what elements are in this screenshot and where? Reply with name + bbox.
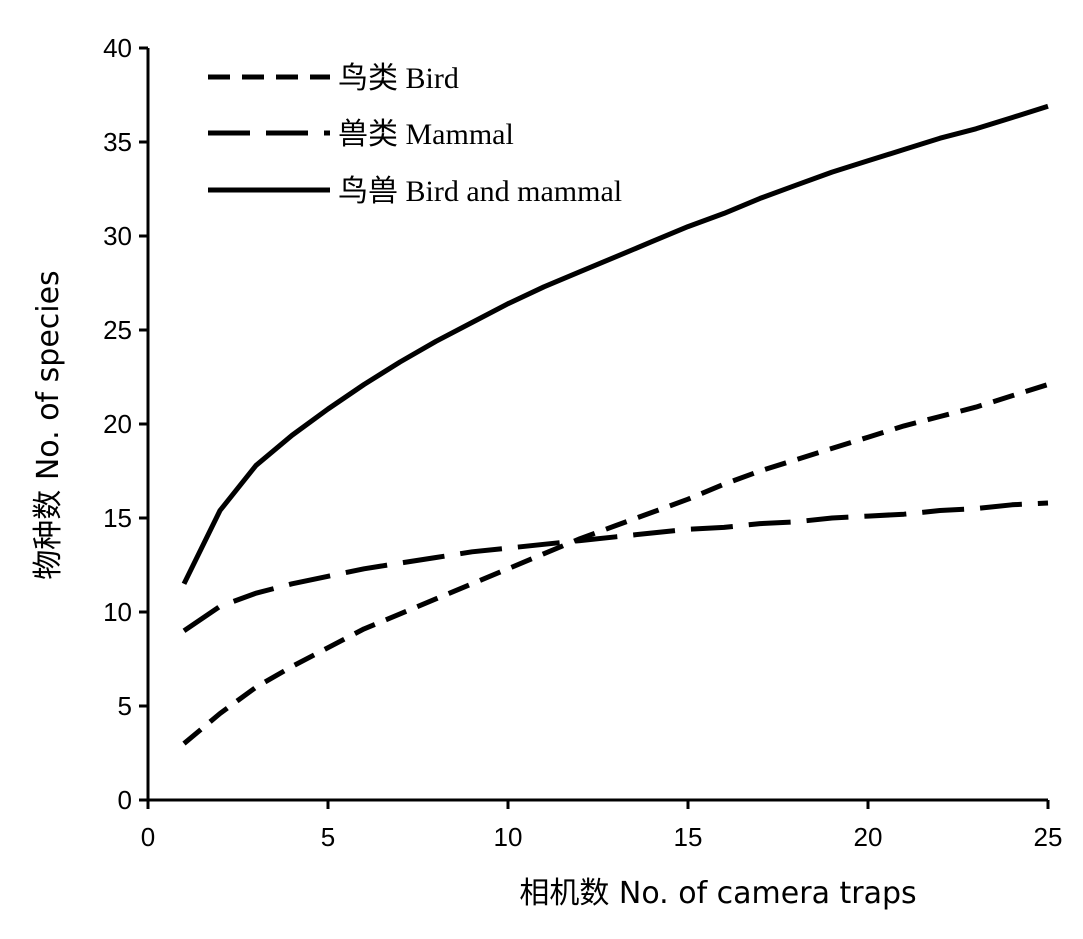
- x-tick-label: 20: [854, 822, 883, 852]
- y-tick-label: 35: [103, 127, 132, 157]
- y-tick-label: 15: [103, 503, 132, 533]
- series-lines: [181, 103, 1049, 746]
- y-tick-label: 20: [103, 409, 132, 439]
- y-tick-label: 10: [103, 597, 132, 627]
- legend-label-2: 兽类 Mammal: [338, 118, 514, 151]
- y-axis-label: 物种数 No. of species: [31, 270, 66, 579]
- legend: 鸟类 Bird 兽类 Mammal 鸟兽 Bird and mammal: [208, 62, 622, 208]
- x-tick-label: 10: [494, 822, 523, 852]
- y-tick-label: 30: [103, 221, 132, 251]
- series-line-3: [181, 103, 1049, 585]
- y-tick-label: 40: [103, 33, 132, 63]
- series-line-2: [182, 500, 1049, 633]
- x-axis-ticks: 0 5 10 15 20 25: [141, 800, 1063, 852]
- series-line-1: [182, 382, 1049, 746]
- legend-label-1: 鸟类 Bird: [338, 62, 459, 95]
- y-axis-ticks: 0 5 10 15 20 25 30 35 40: [103, 33, 148, 815]
- x-tick-label: 15: [674, 822, 703, 852]
- x-tick-label: 25: [1034, 822, 1063, 852]
- y-tick-label: 0: [118, 785, 132, 815]
- y-tick-label: 5: [118, 691, 132, 721]
- y-tick-label: 25: [103, 315, 132, 345]
- legend-label-3: 鸟兽 Bird and mammal: [338, 175, 622, 208]
- x-axis-label: 相机数 No. of camera traps: [519, 876, 916, 911]
- x-tick-label: 5: [321, 822, 335, 852]
- x-tick-label: 0: [141, 822, 155, 852]
